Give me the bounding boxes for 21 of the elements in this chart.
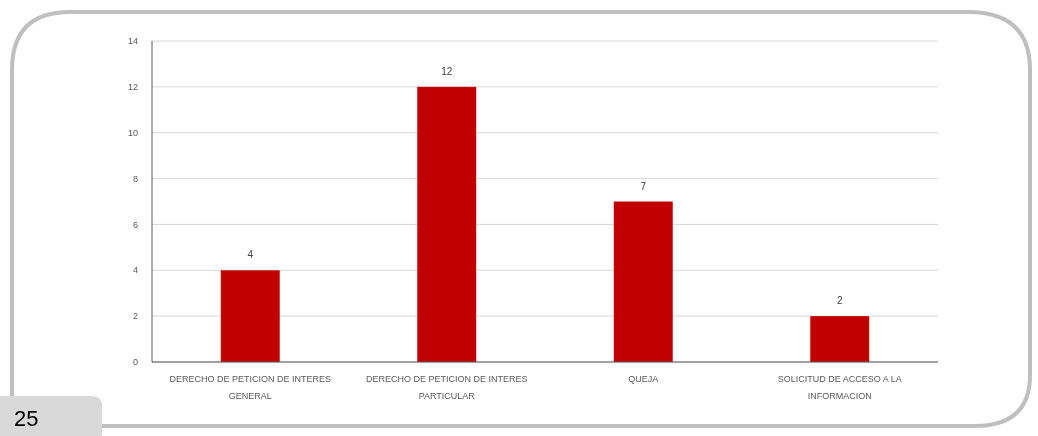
y-tick-label: 6: [132, 219, 138, 230]
y-tick-label: 10: [127, 127, 138, 138]
x-tick-label: DERECHO DE PETICION DE INTERES PARTICULAR: [365, 374, 528, 401]
bar: [613, 201, 673, 362]
data-label: 12: [441, 65, 453, 77]
y-tick-label: 2: [132, 311, 138, 322]
bar: [810, 316, 870, 362]
data-label: 7: [640, 180, 647, 192]
bar: [417, 86, 477, 362]
y-tick-label: 0: [132, 357, 138, 368]
y-tick-label: 4: [132, 265, 138, 276]
data-label: 2: [836, 295, 843, 307]
x-tick-label: QUEJA: [628, 374, 659, 384]
y-tick-label: 12: [127, 82, 138, 93]
bar: [220, 270, 280, 362]
x-tick-label: SOLICITUD DE ACCESO A LA INFORMACION: [777, 374, 902, 401]
text: 25: [14, 406, 39, 431]
data-label: 4: [247, 249, 254, 261]
y-tick-label: 14: [127, 36, 138, 47]
y-tick-label: 8: [132, 173, 138, 184]
x-tick-label: DERECHO DE PETICION DE INTERES GENERAL: [169, 374, 332, 401]
